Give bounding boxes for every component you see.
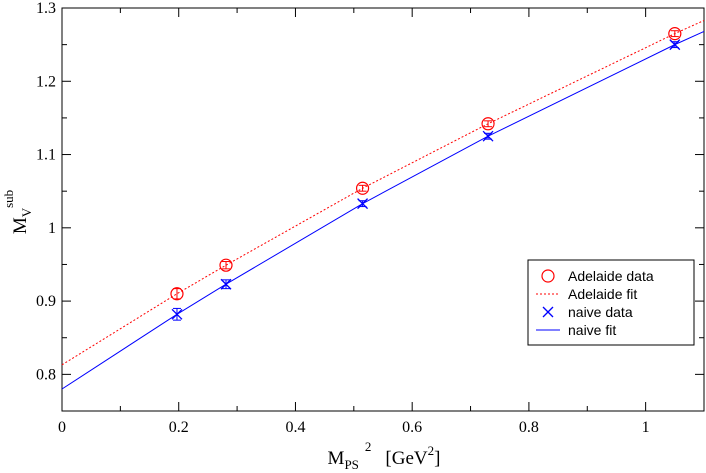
series-adelaide-data xyxy=(170,27,682,301)
series-adelaide-fit xyxy=(61,20,705,366)
x-tick-label: 0.8 xyxy=(519,419,539,436)
x-label-unit: [GeV xyxy=(385,448,427,469)
legend-label-naive-fit: naive fit xyxy=(568,322,616,338)
legend: Adelaide data Adelaide fit naive data na… xyxy=(527,259,695,346)
series-line xyxy=(61,30,705,390)
legend-marker-naive-data xyxy=(542,306,554,318)
x-tick-label: 0.6 xyxy=(402,419,422,436)
y-tick-label: 1.3 xyxy=(36,0,56,17)
data-point xyxy=(170,287,184,301)
y-label-main: M xyxy=(10,217,31,234)
x-label-sub: PS xyxy=(344,457,358,472)
y-label-sub: V xyxy=(19,207,34,217)
y-label-sup: sub xyxy=(1,190,16,208)
data-point xyxy=(219,258,233,272)
legend-label-adelaide-data: Adelaide data xyxy=(568,268,654,284)
x-axis-label: MPS2[GeV2] xyxy=(328,439,441,472)
legend-box xyxy=(527,259,695,346)
y-tick-label: 1.1 xyxy=(36,147,56,164)
legend-marker-adelaide-data xyxy=(541,269,555,283)
x-label-unit-sup: 2 xyxy=(428,443,435,458)
x-tick-label: 0.2 xyxy=(169,419,189,436)
series-line xyxy=(61,20,705,366)
x-tick-label: 0 xyxy=(58,419,66,436)
y-tick-label: 0.9 xyxy=(36,293,56,310)
series-naive-fit xyxy=(61,30,705,390)
y-tick-label: 0.8 xyxy=(36,366,56,383)
x-label-sup: 2 xyxy=(365,439,372,454)
data-point xyxy=(355,181,370,195)
x-label-unit-close: ] xyxy=(434,448,440,469)
legend-label-adelaide-fit: Adelaide fit xyxy=(568,286,637,302)
legend-label-naive-data: naive data xyxy=(568,304,633,320)
y-tick-label: 1 xyxy=(48,220,56,237)
plot-frame xyxy=(61,7,705,412)
y-axis-label: MVsub xyxy=(1,190,34,234)
y-tick-label: 1.2 xyxy=(36,73,56,90)
tick-labels: 0 0.2 0.4 0.6 0.8 1 0.8 0.9 1 1.1 1.2 1.3 xyxy=(36,0,650,436)
axis-ticks xyxy=(61,7,705,412)
data-point xyxy=(481,117,495,131)
x-tick-label: 1 xyxy=(642,419,650,436)
x-label-main: M xyxy=(328,448,345,469)
x-tick-label: 0.4 xyxy=(285,419,305,436)
series-layer xyxy=(61,20,705,390)
data-point xyxy=(668,27,682,41)
